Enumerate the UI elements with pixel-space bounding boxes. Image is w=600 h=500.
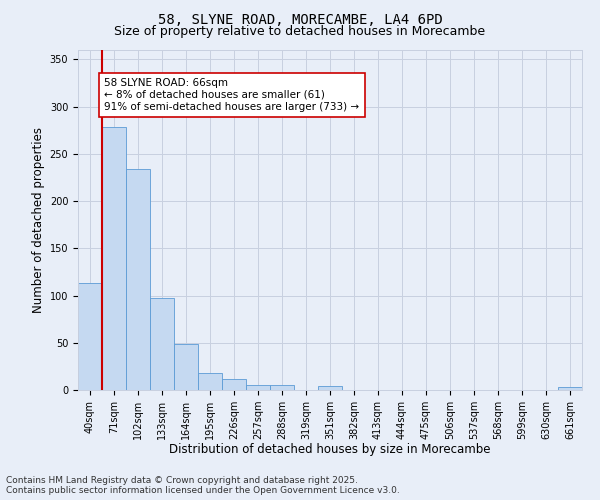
Bar: [150, 298, 174, 390]
Bar: [102, 128, 126, 390]
Bar: [126, 169, 150, 390]
Text: 58 SLYNE ROAD: 66sqm
← 8% of detached houses are smaller (61)
91% of semi-detach: 58 SLYNE ROAD: 66sqm ← 8% of detached ho…: [104, 78, 359, 112]
X-axis label: Distribution of detached houses by size in Morecambe: Distribution of detached houses by size …: [169, 444, 491, 456]
Text: Contains HM Land Registry data © Crown copyright and database right 2025.
Contai: Contains HM Land Registry data © Crown c…: [6, 476, 400, 495]
Bar: [174, 344, 198, 390]
Bar: [270, 386, 294, 390]
Bar: [246, 386, 270, 390]
Bar: [318, 386, 342, 390]
Bar: [222, 378, 246, 390]
Text: 58, SLYNE ROAD, MORECAMBE, LA4 6PD: 58, SLYNE ROAD, MORECAMBE, LA4 6PD: [158, 12, 442, 26]
Bar: [558, 387, 582, 390]
Y-axis label: Number of detached properties: Number of detached properties: [32, 127, 46, 313]
Bar: [78, 284, 102, 390]
Text: Size of property relative to detached houses in Morecambe: Size of property relative to detached ho…: [115, 25, 485, 38]
Bar: [198, 373, 222, 390]
